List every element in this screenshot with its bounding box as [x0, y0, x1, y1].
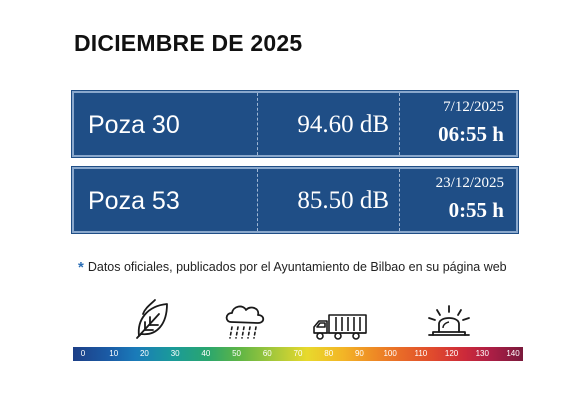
record-time: 0:55 h — [448, 198, 504, 222]
decibel-scale: 0 10 20 30 40 50 60 70 80 90 100 110 120 130 140 — [73, 347, 523, 361]
record-value-cell: 94.60 dB — [258, 93, 400, 155]
scale-tick-label: 0 — [80, 349, 86, 358]
scale-tick-label: 140 — [506, 349, 520, 358]
record-datetime-cell: 7/12/2025 06:55 h — [400, 93, 516, 155]
scale-tick-label: 90 — [354, 349, 364, 358]
source-note-text: Datos oficiales, publicados por el Ayunt… — [87, 260, 507, 274]
record-name: Poza 30 — [88, 111, 180, 139]
scale-tick-label: 130 — [475, 349, 489, 358]
record-card-poza-30: Poza 30 94.60 dB 7/12/2025 06:55 h — [72, 91, 518, 157]
scale-tick-label: 40 — [201, 349, 211, 358]
record-name-cell: Poza 30 — [74, 93, 258, 155]
truck-icon — [313, 314, 367, 340]
asterisk-icon: * — [78, 259, 84, 276]
page-title: DICIEMBRE DE 2025 — [74, 30, 303, 56]
record-value-cell: 85.50 dB — [258, 169, 400, 231]
record-time: 06:55 h — [438, 122, 504, 146]
scale-tick-label: 50 — [232, 349, 242, 358]
record-datetime-cell: 23/12/2025 0:55 h — [400, 169, 516, 231]
record-value: 94.60 dB — [297, 111, 389, 138]
rain-cloud-icon — [225, 305, 265, 339]
record-value: 85.50 dB — [297, 187, 389, 214]
scale-tick-label: 10 — [109, 349, 119, 358]
record-date: 23/12/2025 — [435, 175, 504, 191]
scale-tick-label: 80 — [324, 349, 334, 358]
scale-tick-label: 30 — [170, 349, 180, 358]
scale-tick-label: 70 — [293, 349, 303, 358]
leaf-icon — [136, 299, 168, 339]
siren-icon — [428, 305, 470, 336]
record-card-poza-53: Poza 53 85.50 dB 23/12/2025 0:55 h — [72, 167, 518, 233]
record-name-cell: Poza 53 — [74, 169, 258, 231]
scale-tick-label: 110 — [414, 349, 428, 358]
scale-tick-label: 100 — [383, 349, 397, 358]
scale-tick-label: 60 — [262, 349, 272, 358]
record-name: Poza 53 — [88, 187, 180, 215]
source-note: * Datos oficiales, publicados por el Ayun… — [78, 259, 507, 276]
scale-tick-label: 120 — [444, 349, 459, 358]
scale-tick-label: 20 — [139, 349, 149, 358]
record-date: 7/12/2025 — [443, 99, 504, 115]
